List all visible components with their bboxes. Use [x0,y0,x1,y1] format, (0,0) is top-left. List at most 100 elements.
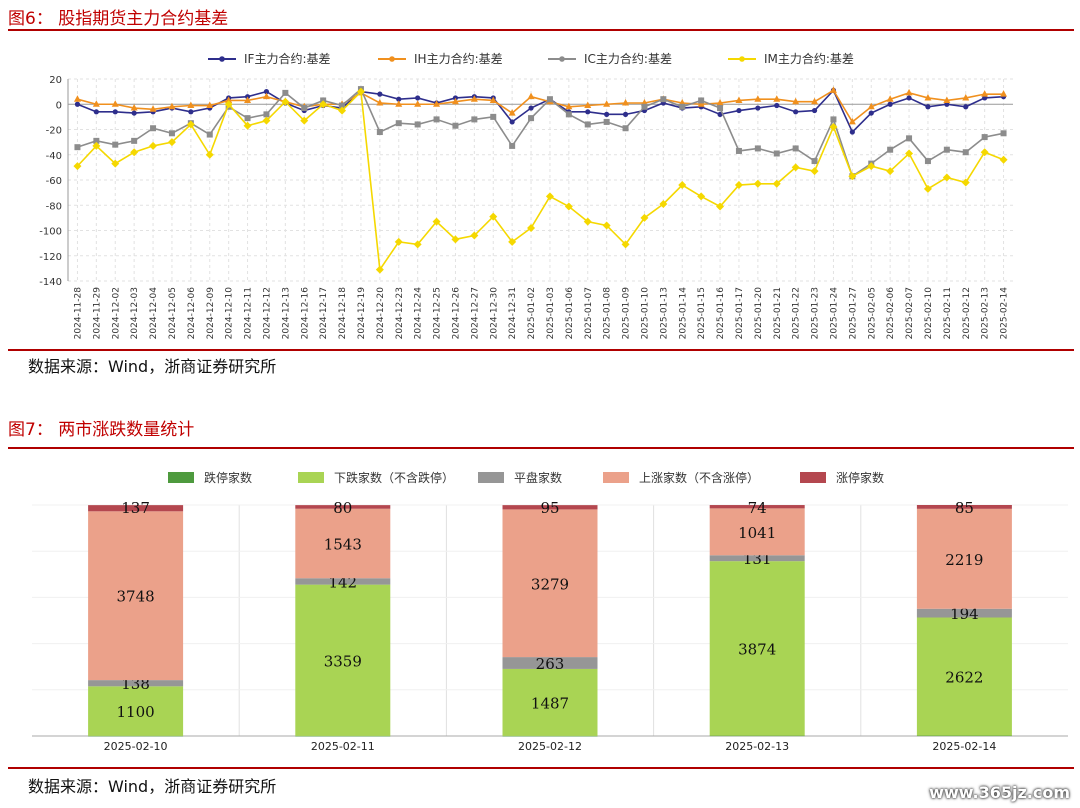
bar-segment [709,561,805,736]
bar-segment [295,508,391,579]
data-label: 74 [748,499,767,517]
ic-point [679,103,686,110]
im-point [999,155,1008,164]
if-point [93,109,99,115]
ic-point [282,89,289,96]
im-point [130,148,139,157]
x-tick-label: 2024-12-23 [395,287,405,339]
advance-decline-bar-chart: 3110013837481372025-02-10233591421543802… [32,470,1068,753]
if-point [906,95,912,101]
y-tick-label: 0 [56,100,62,111]
im-point [659,199,668,208]
x-tick-label: 2025-01-02 [527,287,537,339]
watermark: www.365jz.com [929,783,1070,802]
figure2-bottom-rule [8,767,1074,769]
im-point [923,184,932,193]
ic-point [962,149,969,156]
if-point [377,91,383,97]
series-line-1 [77,88,1004,134]
im-point [243,121,252,130]
im-point [73,162,82,171]
ic-point [584,121,591,128]
ic-point [452,122,459,129]
data-label: 194 [950,605,979,623]
im-point [205,150,214,159]
legend-swatch [603,472,629,483]
im-point [224,100,233,109]
ic-point [792,145,799,152]
ic-point [263,111,270,118]
x-tick-label: 2025-01-27 [848,287,858,339]
x-tick-label: 2025-01-23 [811,287,821,339]
im-point [980,148,989,157]
ic-point [395,120,402,127]
x-tick-label: 2025-01-20 [754,287,764,340]
if-point [131,110,137,116]
ic-point [811,158,818,165]
legend-label: IC主力合约:基差 [584,51,672,66]
ic-point [622,125,629,132]
ic-point [603,118,610,125]
ih-point [395,100,403,107]
if-point [509,119,515,125]
ih-point [111,100,119,107]
ih-point [244,96,252,103]
bar-segment [295,505,391,509]
x-tick-label: 2024-12-31 [508,287,518,339]
legend-marker [739,56,745,62]
im-point [678,181,687,190]
im-point [564,202,573,211]
ih-point [92,100,100,107]
data-label: 2622 [945,669,983,687]
im-point [602,221,611,230]
im-point [300,116,309,125]
ih-point [622,98,630,106]
im-point [167,138,176,147]
im-point [716,202,725,211]
ic-point [206,131,213,138]
bar-segment [88,735,184,737]
ih-point [848,117,856,125]
im-point [432,217,441,226]
ih-point [697,100,705,107]
x-tick-label: 2024-12-17 [319,287,329,339]
im-point [319,100,328,109]
im-point [186,120,195,129]
ic-point [244,115,251,122]
ic-point [1000,130,1007,137]
data-label: 1100 [117,703,155,721]
ih-point [754,95,762,102]
im-point [338,106,347,115]
legend-swatch [298,472,324,483]
ic-point [546,96,553,103]
legend-label: 上涨家数（不含涨停） [639,470,759,485]
x-tick-label: 2025-02-13 [981,287,991,339]
bar-segment [916,617,1012,736]
ih-point [773,95,781,102]
im-point [905,149,914,158]
bar-segment [88,680,184,687]
if-point [528,105,534,111]
ih-point [584,101,592,109]
ih-point [811,97,819,105]
im-point [508,237,517,246]
ic-point [74,144,81,151]
x-tick-label: 2024-12-18 [338,287,348,340]
ic-point [660,96,667,103]
ic-point [924,158,931,165]
ic-point [754,145,761,152]
x-tick-label: 2025-01-08 [603,287,613,340]
x-category-label: 2025-02-12 [518,740,582,753]
im-point [867,162,876,171]
if-point [585,109,591,115]
x-tick-label: 2024-12-16 [300,287,310,340]
ic-point [981,134,988,141]
x-tick-label: 2025-01-16 [716,287,726,340]
bar-segment [916,735,1012,737]
if-point [112,109,118,115]
x-tick-label: 2024-12-09 [206,287,216,340]
ih-point [414,100,422,107]
x-category-label: 2025-02-14 [932,740,996,753]
x-tick-label: 2024-11-29 [92,287,102,340]
x-category-label: 2025-02-10 [104,740,168,753]
